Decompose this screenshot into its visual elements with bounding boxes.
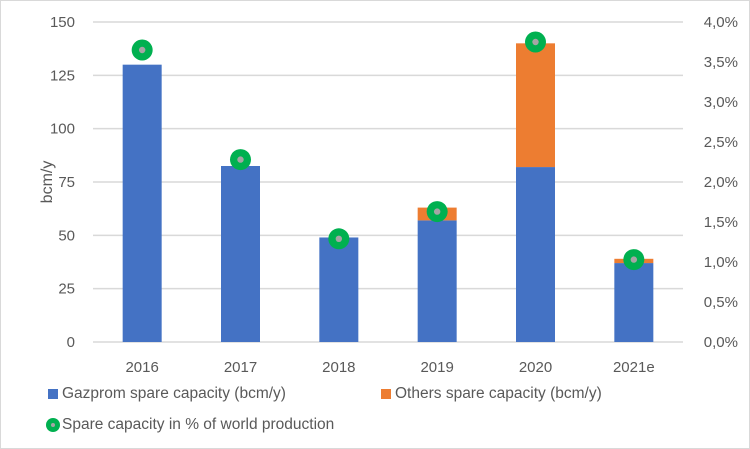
y-axis-title: bcm/y <box>39 161 56 204</box>
legend-item-percent: Spare capacity in % of world production <box>46 416 334 434</box>
y-tick-label: 50 <box>58 227 75 244</box>
right-axis-ticks: 0,0% 0,5% 1,0% 1,5% 2,0% 2,5% 3,0% 3,5% 4,0% <box>704 14 738 351</box>
bar-gazprom <box>417 220 457 342</box>
left-axis-ticks: 0 25 50 75 100 125 150 <box>50 14 75 351</box>
y-tick-label: 125 <box>50 67 75 84</box>
legend-label-gazprom: Gazprom spare capacity (bcm/y) <box>62 385 286 402</box>
y2-tick-label: 1,0% <box>704 254 738 271</box>
legend-swatch-percent <box>46 418 60 432</box>
y2-tick-label: 3,5% <box>704 54 738 71</box>
y2-tick-label: 4,0% <box>704 14 738 31</box>
bar-gazprom <box>614 263 654 342</box>
bars <box>122 43 654 343</box>
y-tick-label: 150 <box>50 14 75 31</box>
x-tick-label: 2018 <box>322 359 355 376</box>
bar-gazprom <box>516 167 555 342</box>
legend-label-others: Others spare capacity (bcm/y) <box>395 385 602 402</box>
percent-markers <box>131 31 645 271</box>
bar-gazprom <box>319 237 359 342</box>
y2-tick-label: 2,5% <box>704 134 738 151</box>
y2-tick-label: 3,0% <box>704 94 738 111</box>
x-tick-label: 2021e <box>613 359 655 376</box>
bar-others <box>516 43 555 168</box>
x-tick-label: 2017 <box>224 359 257 376</box>
y-tick-label: 75 <box>58 174 75 191</box>
percent-marker-center <box>138 46 146 54</box>
y-tick-label: 25 <box>58 281 75 298</box>
x-tick-label: 2020 <box>519 359 552 376</box>
legend-label-percent: Spare capacity in % of world production <box>62 416 335 433</box>
legend-swatch-gazprom <box>48 389 58 399</box>
legend-item-others: Others spare capacity (bcm/y) <box>381 385 602 403</box>
percent-marker-center <box>433 208 441 215</box>
legend-item-gazprom: Gazprom spare capacity (bcm/y) <box>48 385 286 403</box>
y2-tick-label: 0,5% <box>704 294 738 311</box>
x-axis-ticks: 2016 2017 2018 2019 2020 2021e <box>125 359 654 376</box>
gridlines <box>93 21 683 343</box>
x-tick-label: 2019 <box>420 359 453 376</box>
y-tick-label: 0 <box>67 334 75 351</box>
y-tick-label: 100 <box>50 121 75 138</box>
y2-tick-label: 0,0% <box>704 334 738 351</box>
y2-tick-label: 2,0% <box>704 174 738 191</box>
percent-marker-center <box>630 256 638 263</box>
legend-swatch-others <box>381 389 391 399</box>
percent-marker-center <box>237 156 244 163</box>
percent-marker-center <box>532 38 539 46</box>
percent-marker-center <box>335 235 343 242</box>
x-tick-label: 2016 <box>125 359 158 376</box>
bar-gazprom <box>221 166 260 342</box>
bar-gazprom <box>122 64 162 343</box>
y2-tick-label: 1,5% <box>704 214 738 231</box>
